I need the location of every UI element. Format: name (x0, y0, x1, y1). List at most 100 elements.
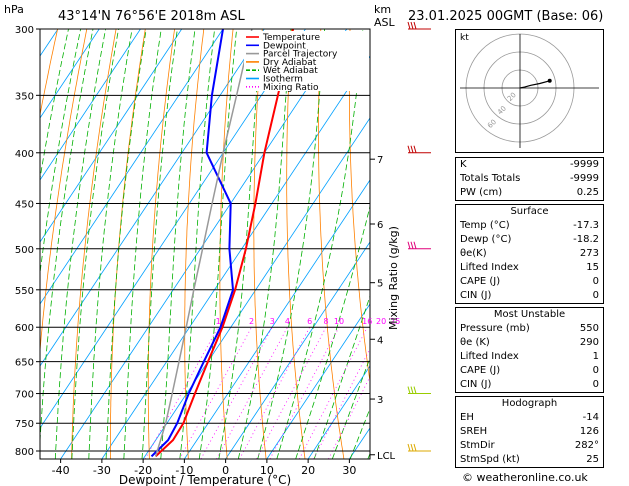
pw-row: PW (cm) 0.25 (460, 187, 599, 198)
dry-adiabat-line (219, 29, 234, 459)
altitude-tick-label: 6 (377, 220, 383, 231)
surface-box: Surface Temp (°C) -17.3 Dewp (°C) -18.2 θe… (455, 204, 604, 304)
wet-adiabat-line (40, 29, 94, 449)
most-unstable-box: Most Unstable Pressure (mb) 550 θe (K) 290… (455, 307, 604, 393)
wind-barb-flag (410, 443, 414, 452)
pressure-tick-label: 650 (15, 358, 34, 369)
wet-adiabat-line (313, 294, 370, 459)
wind-barb-flag (413, 241, 417, 249)
mixing-ratio-label: 20 (376, 317, 386, 326)
dry-adiabat-line (253, 29, 267, 459)
pressure-tick-label: 800 (15, 447, 34, 458)
profile-dewpoint (150, 29, 235, 458)
hodograph-endpoint (547, 78, 552, 83)
temperature-tick-label: -40 (52, 464, 70, 477)
wet-adiabat-line (141, 29, 178, 459)
plot-frame (39, 28, 371, 460)
mixing-ratio-line (256, 327, 327, 459)
wind-barb-flag (407, 241, 411, 249)
legend-entry: Mixing Ratio (263, 83, 319, 93)
altitude-unit-asl: ASL (374, 16, 395, 29)
most-unstable-title: Most Unstable (493, 309, 566, 320)
pressure-tick-label: 550 (15, 286, 34, 297)
sreh-row: SREH 126 (460, 426, 599, 437)
surface-lifted-index-row: Lifted Index 15 (460, 262, 599, 273)
mixing-ratio-label: 1 (216, 317, 221, 326)
mu-cape-row: CAPE (J) 0 (460, 365, 599, 376)
temperature-tick-label: 30 (342, 464, 356, 477)
pressure-tick-label: 300 (15, 25, 34, 36)
wet-adiabat-line (123, 29, 162, 459)
dry-adiabat-line (379, 29, 422, 459)
datetime-title: 23.01.2025 00GMT (Base: 06) (408, 9, 604, 24)
isotherm-line (40, 29, 100, 119)
mu-lifted-index-row: Lifted Index 1 (460, 351, 599, 362)
altitude-tick-label: 4 (377, 335, 383, 346)
wind-barb-flag (413, 145, 417, 153)
hodograph-trace (519, 80, 550, 89)
eh-row: EH -14 (460, 412, 599, 423)
surface-cin-row: CIN (J) 0 (460, 290, 599, 301)
pressure-tick-label: 350 (15, 91, 34, 102)
surface-title: Surface (510, 206, 549, 217)
wet-adiabat-line (295, 204, 370, 459)
isotherm-line (40, 29, 306, 429)
indices-box: K -9999 Totals Totals -9999 PW (cm) 0.25 (455, 157, 604, 201)
dry-adiabat-line (286, 29, 306, 459)
mixing-ratio-label: 2 (249, 317, 254, 326)
mu-pressure-row: Pressure (mb) 550 (460, 323, 599, 334)
mixing-ratio-label: 16 (362, 317, 372, 326)
mixing-ratio-line (298, 327, 368, 459)
wet-adiabat-line (198, 29, 238, 459)
pressure-tick-label: 700 (15, 390, 34, 401)
wind-barb-flag (410, 145, 414, 153)
legend-entry: Parcel Trajectory (263, 50, 338, 60)
dry-adiabat-line (110, 29, 146, 459)
dry-adiabat-line (348, 29, 370, 385)
isotherm-line (184, 179, 370, 459)
dry-adiabat-line (184, 29, 205, 459)
surface-temp-row: Temp (°C) -17.3 (460, 220, 599, 231)
mixing-ratio-label: 10 (334, 317, 344, 326)
legend-entry: Isotherm (263, 75, 303, 85)
temperature-tick-label: 0 (222, 464, 229, 477)
mixing-ratio-line (269, 327, 340, 459)
altitude-tick-label: 5 (377, 279, 383, 290)
altitude-tick-label: 3 (377, 395, 383, 406)
wind-barb-flag (410, 21, 414, 30)
mixing-ratio-label: 6 (307, 317, 312, 326)
legend-entry: Wet Adiabat (263, 66, 318, 76)
stmspd-row: StmSpd (kt) 25 (460, 454, 599, 465)
dry-adiabat-line (71, 29, 117, 459)
mixing-ratio-line (239, 327, 311, 459)
dry-adiabat-line (318, 29, 345, 459)
location-title: 43°14'N 76°56'E 2018m ASL (58, 9, 245, 24)
isotherm-line (266, 303, 370, 459)
isotherm-line (101, 55, 370, 459)
mixing-ratio-label: 3 (270, 317, 275, 326)
wet-adiabat-line (237, 29, 292, 459)
wind-barb-flag (413, 386, 417, 394)
wet-adiabat-line (71, 29, 119, 459)
wind-barb-flag (410, 386, 414, 394)
wet-adiabat-line (40, 29, 81, 277)
altitude-unit-km: km (374, 3, 392, 16)
mixing-ratio-axis-label: Mixing Ratio (g/kg) (387, 226, 400, 330)
dry-adiabat-line (147, 29, 175, 459)
wind-barb-flag (407, 386, 411, 394)
legend-entry: Dewpoint (263, 41, 306, 51)
mixing-ratio-label: 25 (390, 317, 400, 326)
wet-adiabat-line (276, 29, 364, 459)
isotherm-line (40, 29, 183, 243)
legend-entry: Dry Adiabat (263, 58, 317, 68)
surface-dewp-row: Dewp (°C) -18.2 (460, 234, 599, 245)
x-axis-label: Dewpoint / Temperature (°C) (119, 473, 291, 486)
surface-theta-e-row: θe(K) 273 (460, 248, 599, 259)
pressure-tick-label: 500 (15, 245, 34, 256)
wind-barb-flag (413, 21, 417, 30)
hodograph-ring-label: 60 (486, 118, 498, 130)
dry-adiabat-line (40, 29, 88, 356)
copyright-footer: © weatheronline.co.uk (462, 471, 588, 484)
